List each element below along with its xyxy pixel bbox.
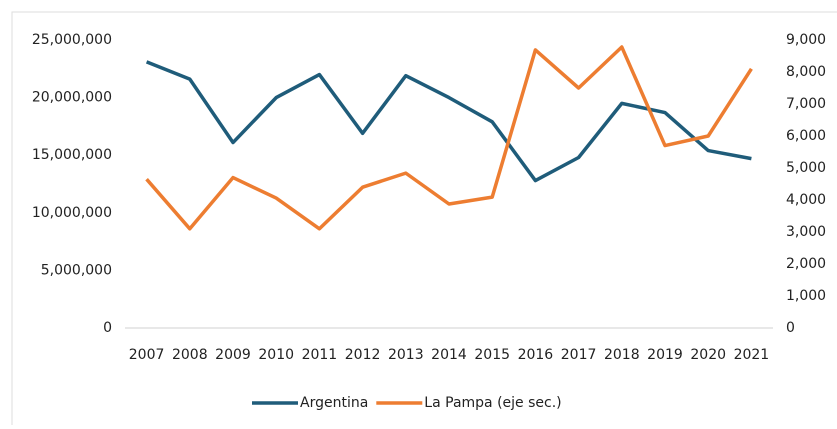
x-tick-label: 2010 [258,347,294,363]
x-tick-label: 2019 [647,347,683,363]
x-tick-label: 2015 [474,347,510,363]
y-tick-label: 10,000,000 [32,205,112,221]
x-tick-label: 2016 [518,347,554,363]
y2-tick-label: 9,000 [786,32,826,48]
y-tick-label: 25,000,000 [32,32,112,48]
x-tick-label: 2013 [388,347,424,363]
x-tick-label: 2018 [604,347,640,363]
y-tick-label: 0 [103,320,112,336]
x-tick-label: 2014 [431,347,467,363]
y2-tick-label: 7,000 [786,96,826,112]
legend-label: Argentina [300,395,368,411]
x-tick-label: 2017 [561,347,597,363]
x-tick-label: 2021 [734,347,770,363]
x-tick-label: 2007 [129,347,165,363]
x-tick-label: 2009 [215,347,251,363]
y2-tick-label: 2,000 [786,256,826,272]
x-tick-label: 2020 [690,347,726,363]
y2-tick-label: 4,000 [786,192,826,208]
y-tick-label: 5,000,000 [41,262,112,278]
series-line [145,45,753,231]
y2-tick-label: 0 [786,320,795,336]
y2-tick-label: 5,000 [786,160,826,176]
y2-tick-label: 8,000 [786,64,826,80]
series-line [145,60,752,183]
legend-label: La Pampa (eje sec.) [424,395,561,411]
y-tick-label: 20,000,000 [32,90,112,106]
y-tick-label: 15,000,000 [32,147,112,163]
frame [11,11,837,429]
y2-tick-label: 1,000 [786,288,826,304]
y2-tick-label: 6,000 [786,128,826,144]
x-tick-label: 2008 [172,347,208,363]
x-tick-label: 2012 [345,347,381,363]
y2-tick-label: 3,000 [786,224,826,240]
x-tick-label: 2011 [302,347,338,363]
